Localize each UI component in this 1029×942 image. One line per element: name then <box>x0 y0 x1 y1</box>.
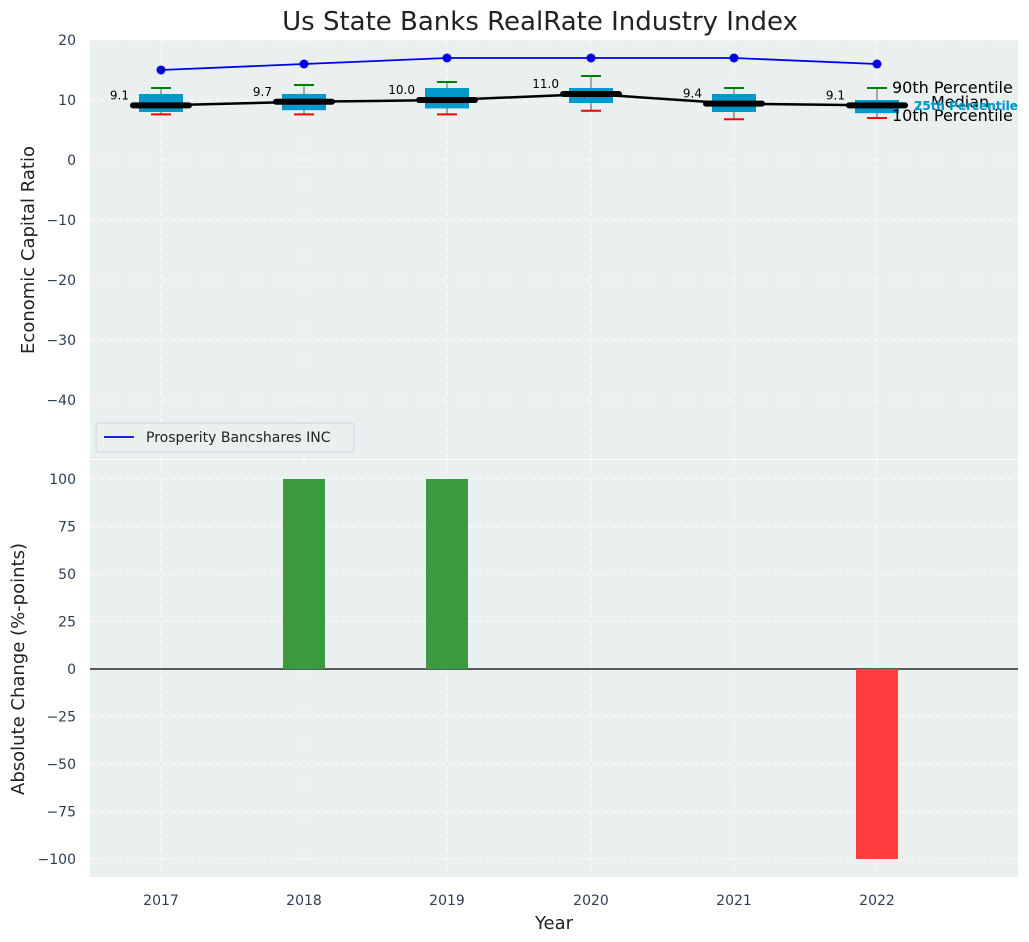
xtick-label: 2019 <box>429 893 465 909</box>
xtick-label: 2018 <box>286 893 322 909</box>
bottom-ytick-label: 0 <box>67 662 76 678</box>
median-value-label: 11.0 <box>532 77 559 91</box>
bottom-ytick-label: −75 <box>46 805 76 821</box>
annotation-median: Median <box>931 92 989 111</box>
bottom-panel: 100 75 50 25 0 −25 −50 −75 −100 2017 2018 2019 2020 2… <box>38 460 1018 909</box>
bottom-ytick-label: −100 <box>38 852 76 868</box>
median-value-label: 9.4 <box>683 87 702 101</box>
xtick-label: 2020 <box>573 893 609 909</box>
legend-box <box>95 422 355 453</box>
median-value-label: 10.0 <box>388 83 415 97</box>
legend: Prosperity Bancshares INC <box>95 422 355 453</box>
series-point-prosperity <box>586 53 596 63</box>
chart-title: Us State Banks RealRate Industry Index <box>282 7 798 37</box>
annotation-p10: 10th Percentile <box>892 106 1013 125</box>
xtick-label: 2022 <box>859 893 895 909</box>
top-ytick-label: −10 <box>46 213 76 229</box>
series-point-prosperity <box>299 59 309 69</box>
series-point-prosperity <box>729 53 739 63</box>
top-ytick-label: −40 <box>46 393 76 409</box>
top-ytick-label: 10 <box>58 93 76 109</box>
top-ytick-label: −20 <box>46 273 76 289</box>
annotation-q75: 75th Percentile <box>914 99 1018 113</box>
top-panel: 20 10 0 −10 −20 −30 −40 9.1 9.7 10.0 11.0 9.4 9.1 90t… <box>46 33 1018 459</box>
bottom-ylabel: Absolute Change (%-points) <box>8 543 29 795</box>
series-point-prosperity <box>872 59 882 69</box>
bottom-ytick-label: −50 <box>46 757 76 773</box>
change-bar-2019 <box>426 479 468 669</box>
top-ytick-label: 20 <box>58 33 76 49</box>
change-bar-2018 <box>283 479 325 669</box>
xtick-label: 2017 <box>143 893 179 909</box>
xtick-label: 2021 <box>716 893 752 909</box>
median-value-label: 9.7 <box>253 85 272 99</box>
median-value-label: 9.1 <box>826 88 845 102</box>
top-ytick-label: −30 <box>46 333 76 349</box>
bottom-ytick-label: 75 <box>58 520 76 536</box>
series-point-prosperity <box>156 65 166 75</box>
top-ytick-label: 0 <box>67 153 76 169</box>
x-axis-label: Year <box>534 913 574 934</box>
annotation-q25: 25th Percentile <box>914 99 1018 113</box>
median-value-label: 9.1 <box>110 88 129 102</box>
series-point-prosperity <box>442 53 452 63</box>
annotation-p90: 90th Percentile <box>892 78 1013 97</box>
legend-label: Prosperity Bancshares INC <box>146 430 331 446</box>
change-bar-2022 <box>856 669 898 859</box>
bottom-ytick-label: −25 <box>46 710 76 726</box>
series-line-prosperity <box>160 57 878 71</box>
median-line <box>160 92 878 107</box>
bottom-ytick-label: 50 <box>58 567 76 583</box>
bottom-ytick-label: 100 <box>49 472 76 488</box>
top-ylabel: Economic Capital Ratio <box>18 146 39 354</box>
bottom-ytick-label: 25 <box>58 615 76 631</box>
